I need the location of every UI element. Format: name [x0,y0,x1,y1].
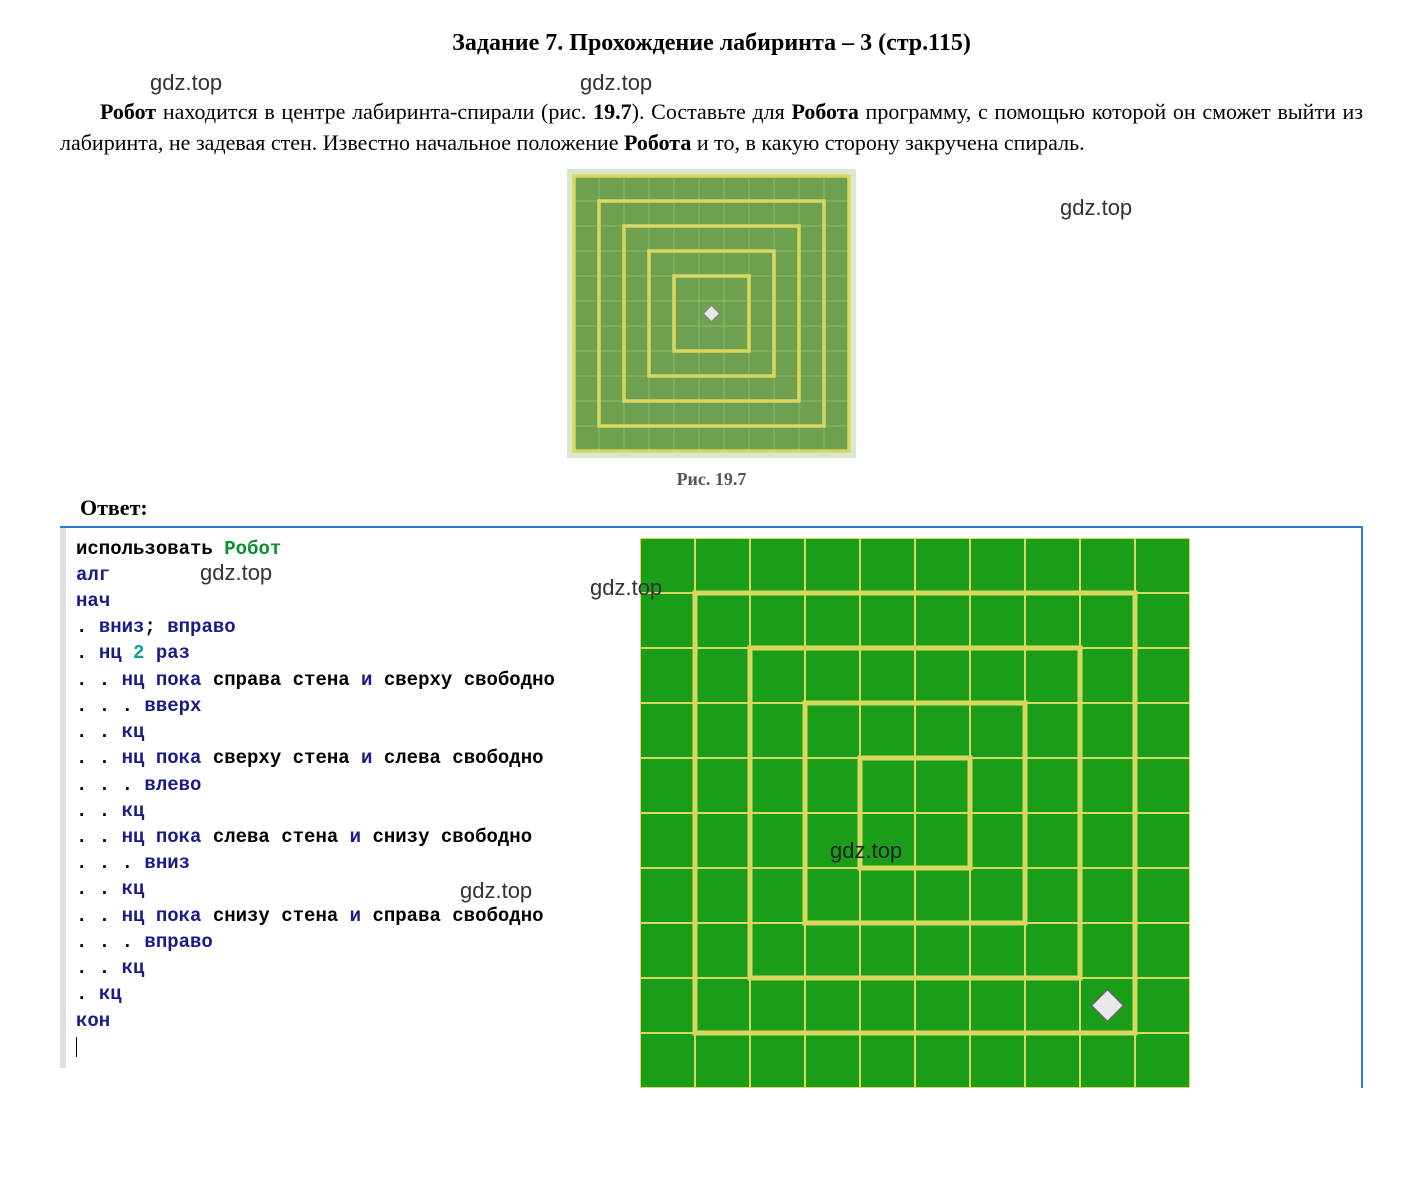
answer-label: Ответ: [80,495,1363,521]
watermark: gdz.top [1060,195,1132,221]
big-maze-image [640,538,1361,1088]
word-robot: Робота [791,99,858,124]
code-listing: использовать Робот алг нач . вниз; вправ… [60,528,630,1068]
watermark: gdz.top [150,70,222,96]
task-title: Задание 7. Прохождение лабиринта – 3 (ст… [60,30,1363,57]
watermark: gdz.top [200,560,272,586]
watermark: gdz.top [580,70,652,96]
word-robot: Робота [624,130,691,155]
small-maze-image [567,169,856,458]
answer-block: использовать Робот алг нач . вниз; вправ… [60,526,1363,1088]
big-maze-output: gdz.top [630,528,1361,1088]
watermark: gdz.top [830,838,902,864]
figure: Рис. 19.7 [60,169,1363,490]
watermark: gdz.top [590,575,662,601]
word-robot: Робот [100,99,156,124]
watermark: gdz.top [460,878,532,904]
text-cursor [76,1037,77,1057]
task-paragraph: Робот находится в центре лабиринта-спира… [60,97,1363,159]
figure-caption: Рис. 19.7 [60,469,1363,490]
